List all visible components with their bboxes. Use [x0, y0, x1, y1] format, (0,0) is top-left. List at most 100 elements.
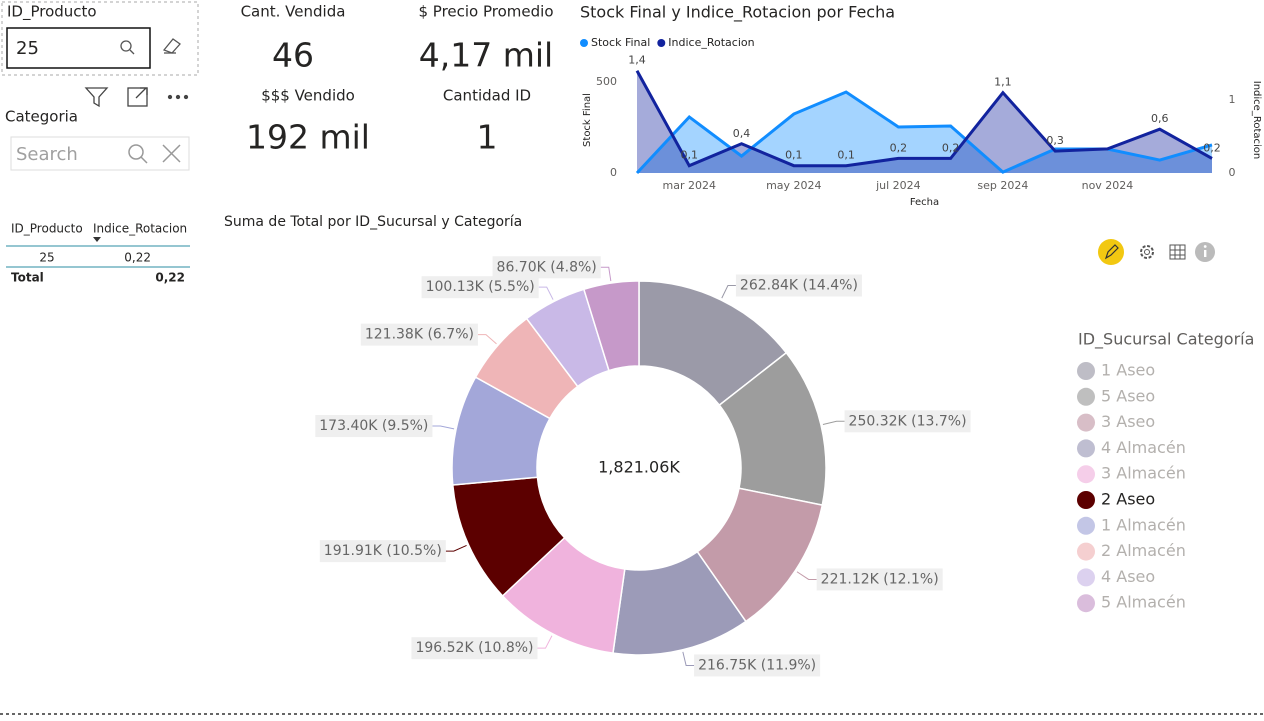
- eraser-icon[interactable]: [162, 38, 181, 54]
- legend-marker[interactable]: [1077, 362, 1095, 380]
- search-icons[interactable]: [128, 144, 181, 164]
- legend-marker[interactable]: [1077, 491, 1095, 509]
- data-label-group: 216.75K (11.9%): [694, 654, 821, 677]
- data-label-bg: [315, 415, 433, 438]
- leader-line: [538, 286, 554, 300]
- y2-tick-label: 0: [1229, 166, 1236, 179]
- data-label: 0,3: [1046, 134, 1064, 147]
- data-label-bg: [421, 276, 539, 299]
- x-tick-label: mar 2024: [663, 179, 716, 192]
- y-tick-label: 500: [596, 75, 617, 88]
- legend-marker[interactable]: [1077, 542, 1095, 561]
- data-label: 100.13K (5.5%): [426, 279, 535, 295]
- visual-icons[interactable]: [1098, 239, 1215, 265]
- legend-label[interactable]: 1 Aseo: [1101, 361, 1155, 380]
- table-header[interactable]: Indice_Rotacion: [93, 222, 187, 236]
- chart-title: Stock Final y Indice_Rotacion por Fecha: [580, 3, 895, 23]
- x-axis-title: Fecha: [910, 197, 939, 208]
- legend-marker[interactable]: [1077, 439, 1095, 458]
- legend-label[interactable]: 4 Aseo: [1101, 567, 1155, 586]
- y2-axis-title: Indice_Rotacion: [1251, 81, 1262, 159]
- legend-label[interactable]: 2 Aseo: [1101, 490, 1155, 509]
- leader-line: [682, 651, 695, 666]
- y2-tick-label: 1: [1229, 93, 1236, 106]
- data-label-group: 221.12K (12.1%): [816, 568, 943, 591]
- slicer-title: Categoria: [5, 108, 78, 126]
- card-label: $ Precio Promedio: [418, 3, 553, 21]
- data-label: 262.84K (14.4%): [740, 278, 858, 294]
- search-box[interactable]: [10, 136, 190, 171]
- x-tick-label: nov 2024: [1082, 179, 1134, 192]
- data-label-bg: [844, 410, 971, 433]
- line: [635, 70, 1213, 168]
- legend-label[interactable]: 5 Almacén: [1101, 593, 1186, 612]
- card-label: Cantidad ID: [443, 87, 531, 105]
- data-label-bg: [360, 323, 478, 346]
- data-label: 216.75K (11.9%): [698, 657, 816, 673]
- leader-line: [432, 425, 455, 430]
- data-label: 0,2: [890, 141, 908, 154]
- data-label-bg: [735, 274, 862, 297]
- legend-label: Stock Final: [591, 36, 650, 49]
- legend-label[interactable]: 5 Aseo: [1101, 386, 1155, 405]
- data-label: 250.32K (13.7%): [849, 413, 967, 429]
- slicer-title: ID_Producto: [7, 3, 97, 22]
- legend-marker: [580, 39, 588, 47]
- leader-line: [721, 285, 736, 299]
- slicer-value: 25: [16, 38, 39, 59]
- legend-label[interactable]: 3 Aseo: [1101, 412, 1155, 431]
- y-tick-label: 0: [610, 166, 617, 179]
- slicer-frame: [1, 1, 199, 76]
- data-label-bg: [694, 654, 821, 677]
- x-tick-label: may 2024: [766, 179, 821, 192]
- data-label: 196.52K (10.8%): [415, 640, 533, 656]
- legend-label[interactable]: 1 Almacén: [1101, 515, 1186, 534]
- data-label-group: 191.91K (10.5%): [319, 540, 446, 563]
- legend-marker[interactable]: [1077, 594, 1095, 613]
- table-cell: 0,22: [124, 251, 151, 265]
- data-label: 0,1: [681, 149, 699, 162]
- data-label: 1,1: [994, 76, 1012, 89]
- y-axis-title: Stock Final: [582, 93, 593, 147]
- data-label: 121.38K (6.7%): [365, 327, 474, 343]
- legend-marker[interactable]: [1077, 568, 1095, 587]
- chart-title: Suma de Total por ID_Sucursal y Categorí…: [224, 214, 522, 230]
- line: [635, 90, 1213, 175]
- data-label-bg: [816, 568, 943, 591]
- data-label-group: 196.52K (10.8%): [411, 637, 538, 660]
- legend-marker[interactable]: [1077, 516, 1095, 535]
- data-label: 1,4: [628, 54, 646, 67]
- data-label: 0,2: [1203, 141, 1221, 154]
- data-label-group: 173.40K (9.5%): [315, 415, 433, 438]
- data-label: 173.40K (9.5%): [319, 418, 428, 434]
- table-total: Total: [11, 271, 44, 285]
- center-total: 1,821.06K: [598, 458, 680, 477]
- legend-marker[interactable]: [1077, 465, 1095, 484]
- table-header[interactable]: ID_Producto: [11, 222, 83, 236]
- donut-slice: [582, 280, 640, 372]
- sort-arrow: [93, 237, 101, 242]
- legend-marker[interactable]: [1077, 387, 1095, 406]
- data-label: 0,6: [1151, 112, 1169, 125]
- slicer-input[interactable]: [6, 27, 151, 69]
- card-label: Cant. Vendida: [241, 3, 346, 21]
- legend-label[interactable]: 4 Almacén: [1101, 438, 1186, 457]
- area: [637, 92, 1212, 173]
- legend-label[interactable]: 3 Almacén: [1101, 464, 1186, 483]
- data-label: 0,2: [942, 141, 960, 154]
- legend-title: ID_Sucursal Categoría: [1078, 330, 1254, 350]
- data-label-bg: [319, 540, 446, 563]
- x-tick-label: jul 2024: [875, 179, 921, 192]
- leader-line: [445, 544, 467, 552]
- table-cell: 25: [39, 251, 54, 265]
- leader-line: [537, 635, 553, 649]
- legend-label[interactable]: 2 Almacén: [1101, 541, 1186, 560]
- leader-line: [822, 420, 845, 426]
- search-placeholder: Search: [16, 144, 78, 165]
- leader-line: [796, 571, 817, 580]
- visual-header-icons[interactable]: [84, 87, 189, 108]
- card-value: 1: [477, 118, 498, 157]
- legend-marker[interactable]: [1077, 413, 1095, 432]
- card-value: 4,17 mil: [419, 36, 553, 75]
